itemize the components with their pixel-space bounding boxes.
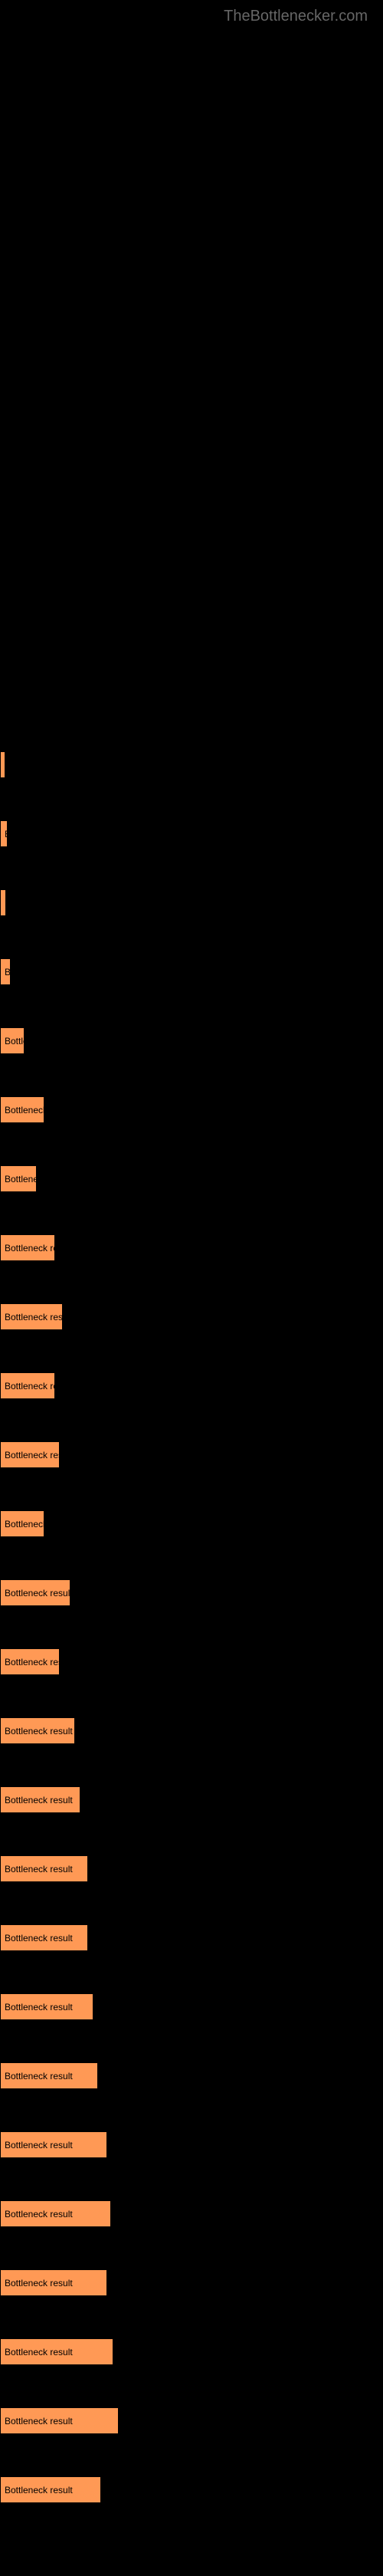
bar-row: Bottleneck result — [0, 2200, 383, 2227]
watermark-text: TheBottlenecker.com — [224, 8, 368, 25]
bar: B — [0, 820, 8, 847]
bar: Bottleneck result — [0, 1993, 93, 2020]
bar-row: Bottleneck res — [0, 1648, 383, 1675]
bar: Bottleneck result — [0, 1786, 80, 1813]
bar-row: Bottleneck result — [0, 2131, 383, 2158]
bar: Bottleneck result — [0, 2407, 119, 2434]
bar: Bottleneck result — [0, 2200, 111, 2227]
bar: Bottleneck resu — [0, 1303, 63, 1330]
bar-row: Bottleneck result — [0, 1993, 383, 2020]
bar-row: Bottleneck result — [0, 1579, 383, 1606]
bar: Bottleneck re — [0, 1372, 55, 1399]
bar-row: Bo — [0, 958, 383, 985]
bar: Bottleneck res — [0, 1441, 60, 1468]
bar: Bottlene — [0, 1165, 37, 1192]
bar-row: Bottleneck — [0, 1510, 383, 1537]
bar: Bottleneck result — [0, 2476, 101, 2503]
bar-row: Bottleneck result — [0, 2407, 383, 2434]
bar-row: Bottleneck res — [0, 1441, 383, 1468]
bar-row: B — [0, 820, 383, 847]
bar-row: Bottleneck result — [0, 1786, 383, 1813]
bar: Bottleneck result — [0, 1924, 88, 1951]
bar-row: Bottleneck result — [0, 2269, 383, 2296]
bar: Bottleneck re — [0, 1234, 55, 1261]
bar-row: Bottleneck — [0, 1096, 383, 1123]
bar-row: Bottleneck resu — [0, 1303, 383, 1330]
bar-row: Bottleneck result — [0, 1717, 383, 1744]
bar — [0, 751, 5, 778]
bar: Bottleneck result — [0, 2269, 107, 2296]
bar: Bottleneck — [0, 1510, 44, 1537]
bar-chart: B B Bo Bottle Bottleneck Bottlene Bottleneck r… — [0, 0, 383, 2576]
bar: B — [0, 889, 6, 916]
bar: Bottle — [0, 1027, 25, 1054]
bar: Bottleneck — [0, 1096, 44, 1123]
bar-row: Bottlene — [0, 1165, 383, 1192]
bar: Bottleneck result — [0, 1855, 88, 1882]
bar: Bottleneck result — [0, 2338, 113, 2365]
bar-row — [0, 751, 383, 778]
bar-row: Bottleneck result — [0, 2338, 383, 2365]
bar-row: Bottleneck re — [0, 1372, 383, 1399]
bar-row: Bottleneck re — [0, 1234, 383, 1261]
bar-row: Bottleneck result — [0, 2062, 383, 2089]
bar-row: Bottleneck result — [0, 1855, 383, 1882]
bar-row: Bottle — [0, 1027, 383, 1054]
bar: Bottleneck result — [0, 1717, 75, 1744]
bar-row: Bottleneck result — [0, 1924, 383, 1951]
bar: Bottleneck result — [0, 2062, 98, 2089]
bar: Bottleneck res — [0, 1648, 60, 1675]
bar: Bottleneck result — [0, 2131, 107, 2158]
bar-row: B — [0, 889, 383, 916]
bar: Bottleneck result — [0, 1579, 70, 1606]
bar-row: Bottleneck result — [0, 2476, 383, 2503]
bar: Bo — [0, 958, 11, 985]
